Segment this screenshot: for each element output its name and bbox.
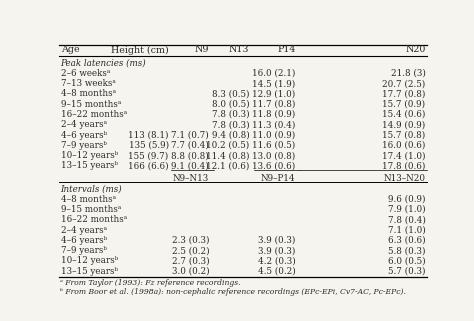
Text: 3.0 (0.2): 3.0 (0.2) — [172, 267, 209, 276]
Text: 7.8 (0.3): 7.8 (0.3) — [212, 110, 249, 119]
Text: 2.7 (0.3): 2.7 (0.3) — [172, 256, 209, 265]
Text: N9: N9 — [195, 46, 209, 55]
Text: 11.0 (0.9): 11.0 (0.9) — [252, 131, 295, 140]
Text: 2–4 yearsᵃ: 2–4 yearsᵃ — [61, 120, 107, 129]
Text: 14.5 (1.9): 14.5 (1.9) — [252, 79, 295, 88]
Text: 16.0 (2.1): 16.0 (2.1) — [252, 69, 295, 78]
Text: 7.7 (0.4): 7.7 (0.4) — [171, 141, 209, 150]
Text: P14: P14 — [277, 46, 295, 55]
Text: 5.7 (0.3): 5.7 (0.3) — [388, 267, 426, 276]
Text: N20: N20 — [405, 46, 426, 55]
Text: 10–12 yearsᵇ: 10–12 yearsᵇ — [61, 151, 118, 160]
Text: 4.5 (0.2): 4.5 (0.2) — [258, 267, 295, 276]
Text: 15.7 (0.8): 15.7 (0.8) — [382, 131, 426, 140]
Text: 12.1 (0.6): 12.1 (0.6) — [206, 161, 249, 170]
Text: ᵇ From Boor et al. (1998a): non-cephalic reference recordings (EPc-EPi, Cv7-AC, : ᵇ From Boor et al. (1998a): non-cephalic… — [60, 289, 406, 297]
Text: 9–15 monthsᵃ: 9–15 monthsᵃ — [61, 100, 121, 109]
Text: Intervals (ms): Intervals (ms) — [60, 184, 122, 193]
Text: 166 (6.6): 166 (6.6) — [128, 161, 169, 170]
Text: 2.5 (0.2): 2.5 (0.2) — [172, 246, 209, 255]
Text: N13: N13 — [229, 46, 249, 55]
Text: 4.2 (0.3): 4.2 (0.3) — [258, 256, 295, 265]
Text: 135 (5.9): 135 (5.9) — [128, 141, 169, 150]
Text: 16–22 monthsᵃ: 16–22 monthsᵃ — [61, 215, 128, 224]
Text: Peak latencies (ms): Peak latencies (ms) — [60, 58, 146, 67]
Text: 11.6 (0.5): 11.6 (0.5) — [252, 141, 295, 150]
Text: 12.9 (1.0): 12.9 (1.0) — [252, 89, 295, 99]
Text: 3.9 (0.3): 3.9 (0.3) — [258, 246, 295, 255]
Text: 9.4 (0.8): 9.4 (0.8) — [212, 131, 249, 140]
Text: 13.0 (0.8): 13.0 (0.8) — [252, 151, 295, 160]
Text: 4–6 yearsᵇ: 4–6 yearsᵇ — [61, 131, 107, 140]
Text: 15.7 (0.9): 15.7 (0.9) — [383, 100, 426, 109]
Text: 14.9 (0.9): 14.9 (0.9) — [382, 120, 426, 129]
Text: 10–12 yearsᵇ: 10–12 yearsᵇ — [61, 256, 118, 265]
Text: 10.2 (0.5): 10.2 (0.5) — [206, 141, 249, 150]
Text: 113 (8.1): 113 (8.1) — [128, 131, 169, 140]
Text: 5.8 (0.3): 5.8 (0.3) — [388, 246, 426, 255]
Text: 6.3 (0.6): 6.3 (0.6) — [388, 236, 426, 245]
Text: Age: Age — [61, 46, 80, 55]
Text: 7.1 (1.0): 7.1 (1.0) — [388, 226, 426, 235]
Text: 8.8 (0.8): 8.8 (0.8) — [172, 151, 209, 160]
Text: 7–13 weeksᵃ: 7–13 weeksᵃ — [61, 79, 116, 88]
Text: 11.7 (0.8): 11.7 (0.8) — [252, 100, 295, 109]
Text: 7–9 yearsᵇ: 7–9 yearsᵇ — [61, 246, 107, 255]
Text: 7.1 (0.7): 7.1 (0.7) — [172, 131, 209, 140]
Text: 6.0 (0.5): 6.0 (0.5) — [388, 256, 426, 265]
Text: 2–6 weeksᵃ: 2–6 weeksᵃ — [61, 69, 110, 78]
Text: 20.7 (2.5): 20.7 (2.5) — [382, 79, 426, 88]
Text: 155 (9.7): 155 (9.7) — [128, 151, 169, 160]
Text: 8.0 (0.5): 8.0 (0.5) — [212, 100, 249, 109]
Text: 4–8 monthsᵃ: 4–8 monthsᵃ — [61, 195, 116, 204]
Text: 11.8 (0.9): 11.8 (0.9) — [252, 110, 295, 119]
Text: N9–N13: N9–N13 — [173, 174, 209, 183]
Text: 9–15 monthsᵃ: 9–15 monthsᵃ — [61, 205, 121, 214]
Text: N9–P14: N9–P14 — [261, 174, 295, 183]
Text: 8.3 (0.5): 8.3 (0.5) — [212, 89, 249, 99]
Text: 17.4 (1.0): 17.4 (1.0) — [382, 151, 426, 160]
Text: 2–4 yearsᵃ: 2–4 yearsᵃ — [61, 226, 107, 235]
Text: 13–15 yearsᵇ: 13–15 yearsᵇ — [61, 161, 118, 170]
Text: 2.3 (0.3): 2.3 (0.3) — [172, 236, 209, 245]
Text: 13.6 (0.6): 13.6 (0.6) — [252, 161, 295, 170]
Text: ᵃ From Taylor (1993): Fz reference recordings.: ᵃ From Taylor (1993): Fz reference recor… — [60, 279, 241, 287]
Text: 13–15 yearsᵇ: 13–15 yearsᵇ — [61, 267, 118, 276]
Text: 17.8 (0.6): 17.8 (0.6) — [382, 161, 426, 170]
Text: Height (cm): Height (cm) — [111, 46, 169, 55]
Text: 7.8 (0.3): 7.8 (0.3) — [212, 120, 249, 129]
Text: 7.8 (0.4): 7.8 (0.4) — [388, 215, 426, 224]
Text: 7.9 (1.0): 7.9 (1.0) — [388, 205, 426, 214]
Text: 9.1 (0.4): 9.1 (0.4) — [172, 161, 209, 170]
Text: 21.8 (3): 21.8 (3) — [391, 69, 426, 78]
Text: 3.9 (0.3): 3.9 (0.3) — [258, 236, 295, 245]
Text: 4–8 monthsᵃ: 4–8 monthsᵃ — [61, 89, 116, 99]
Text: 11.3 (0.4): 11.3 (0.4) — [252, 120, 295, 129]
Text: 16–22 monthsᵃ: 16–22 monthsᵃ — [61, 110, 128, 119]
Text: 7–9 yearsᵇ: 7–9 yearsᵇ — [61, 141, 107, 150]
Text: 4–6 yearsᵇ: 4–6 yearsᵇ — [61, 236, 107, 245]
Text: N13–N20: N13–N20 — [383, 174, 426, 183]
Text: 17.7 (0.8): 17.7 (0.8) — [382, 89, 426, 99]
Text: 16.0 (0.6): 16.0 (0.6) — [382, 141, 426, 150]
Text: 9.6 (0.9): 9.6 (0.9) — [388, 195, 426, 204]
Text: 15.4 (0.6): 15.4 (0.6) — [382, 110, 426, 119]
Text: 11.4 (0.8): 11.4 (0.8) — [206, 151, 249, 160]
